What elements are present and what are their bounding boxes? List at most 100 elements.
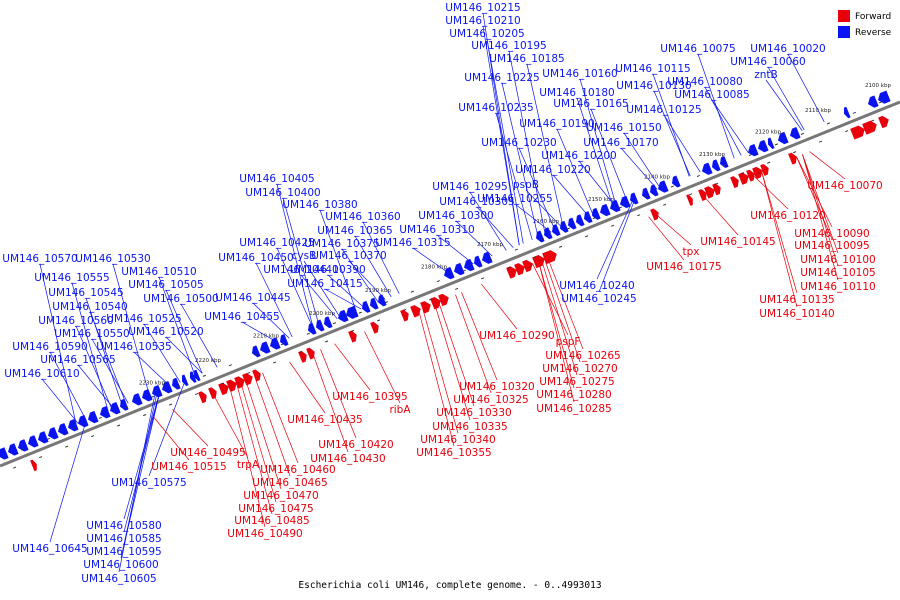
connector-line <box>241 321 279 343</box>
reverse-gene-label: pspB <box>513 179 539 191</box>
forward-gene-arrow <box>234 376 245 389</box>
reverse-gene-label: UM146_10440 <box>263 264 338 276</box>
reverse-gene-label: UM146_10415 <box>287 278 362 290</box>
reverse-gene-arrow <box>641 187 651 200</box>
connector-line <box>123 390 161 520</box>
connector-line <box>752 174 789 210</box>
forward-gene-arrow <box>226 379 237 392</box>
axis-mark <box>91 435 95 438</box>
forward-gene-arrow <box>252 369 261 382</box>
axis-mark <box>852 111 856 114</box>
reverse-gene-arrow <box>369 297 379 310</box>
axis-mark <box>195 393 199 396</box>
forward-gene-arrow <box>746 169 755 182</box>
axis-tick-label: 2200 kbp <box>309 311 335 317</box>
reverse-gene-arrow <box>867 95 879 108</box>
axis-mark <box>150 395 154 398</box>
connector-line <box>91 338 129 404</box>
connector-line <box>704 86 742 156</box>
reverse-gene-label: UM146_10535 <box>96 341 171 353</box>
connector-line <box>802 154 839 254</box>
axis-tick-label: 2220 kbp <box>195 358 221 364</box>
forward-gene-arrow <box>760 163 769 176</box>
axis-tick-label: 2180 kbp <box>421 264 447 270</box>
forward-gene-arrow <box>438 293 449 307</box>
reverse-gene-label: UM146_10595 <box>86 546 161 558</box>
reverse-gene-label: UM146_10555 <box>34 272 109 284</box>
reverse-gene-label: UM146_10210 <box>445 15 520 27</box>
forward-gene-arrow <box>522 259 533 273</box>
reverse-gene-label: UM146_10150 <box>586 122 661 134</box>
reverse-gene-label: UM146_10165 <box>553 98 628 110</box>
reverse-gene-label: UM146_10195 <box>471 40 546 52</box>
reverse-gene-arrow <box>7 443 19 456</box>
forward-gene-arrow <box>738 172 749 185</box>
axis-mark <box>507 266 511 269</box>
reverse-gene-arrow <box>877 90 891 104</box>
connector-line <box>438 301 475 407</box>
reverse-gene-arrow <box>575 214 585 227</box>
connector-line <box>481 283 518 330</box>
reverse-gene-arrow <box>701 162 713 175</box>
connector-line <box>148 380 186 477</box>
forward-gene-label: UM146_10175 <box>646 261 721 273</box>
connector-line <box>809 151 846 180</box>
reverse-gene-arrow <box>307 322 317 335</box>
reverse-gene-arrow <box>315 319 325 332</box>
connector-line <box>434 303 471 421</box>
axis-mark <box>98 416 102 419</box>
axis-mark <box>429 298 433 301</box>
connector-line <box>655 213 692 246</box>
axis-mark <box>247 371 251 375</box>
connector-line <box>787 53 825 123</box>
reverse-gene-label: UM146_10115 <box>615 63 690 75</box>
reverse-gene-label: UM146_10425 <box>239 237 314 249</box>
connector-line <box>282 197 320 327</box>
reverse-gene-arrow <box>767 137 775 150</box>
connector-line <box>252 302 290 339</box>
reverse-gene-arrow <box>583 211 593 224</box>
reverse-gene-label: UM146_10525 <box>106 313 181 325</box>
reverse-gene-label: UM146_10240 <box>559 280 634 292</box>
reverse-gene-arrow <box>481 251 493 264</box>
axis-mark <box>540 238 544 241</box>
forward-gene-label: UM146_10475 <box>238 503 313 515</box>
forward-gene-label: UM146_10070 <box>807 180 882 192</box>
legend-reverse-label: Reverse <box>855 28 892 38</box>
forward-gene-arrow <box>712 183 721 196</box>
forward-gene-arrow <box>218 382 229 396</box>
connector-line <box>49 351 87 421</box>
axis-mark <box>592 217 596 220</box>
gene-arrows <box>0 90 891 472</box>
reverse-gene-label: UM146_10610 <box>4 368 79 380</box>
axis-mark <box>800 132 804 135</box>
forward-gene-arrow <box>650 208 659 221</box>
reverse-gene-label: UM146_10400 <box>245 187 320 199</box>
reverse-gene-label: UM146_10530 <box>75 253 150 265</box>
reverse-gene-label: UM146_10190 <box>519 118 594 130</box>
reverse-gene-arrow <box>657 180 669 193</box>
connector-line <box>39 263 77 425</box>
forward-gene-arrow <box>704 186 715 199</box>
axis-mark <box>143 414 147 417</box>
connector-line <box>455 294 492 394</box>
connector-line <box>245 379 282 490</box>
connector-line <box>133 351 171 387</box>
forward-gene-label: UM146_10515 <box>151 461 226 473</box>
reverse-gene-label: UM146_10200 <box>541 150 616 162</box>
forward-gene-label: ribA <box>389 404 411 416</box>
reverse-gene-arrow <box>345 305 359 319</box>
connector-line <box>327 274 365 309</box>
connector-line <box>312 352 349 453</box>
reverse-gene-arrow <box>131 393 143 406</box>
axis-mark <box>871 119 875 122</box>
connector-line <box>761 170 798 308</box>
reverse-gene-arrow <box>193 369 201 382</box>
reverse-gene-arrow <box>649 184 659 197</box>
axis-mark <box>273 361 277 364</box>
axis-mark <box>403 308 407 311</box>
forward-gene-label: UM146_10140 <box>759 308 834 320</box>
forward-gene-arrow <box>878 115 889 129</box>
forward-gene-label: UM146_10290 <box>479 330 554 342</box>
